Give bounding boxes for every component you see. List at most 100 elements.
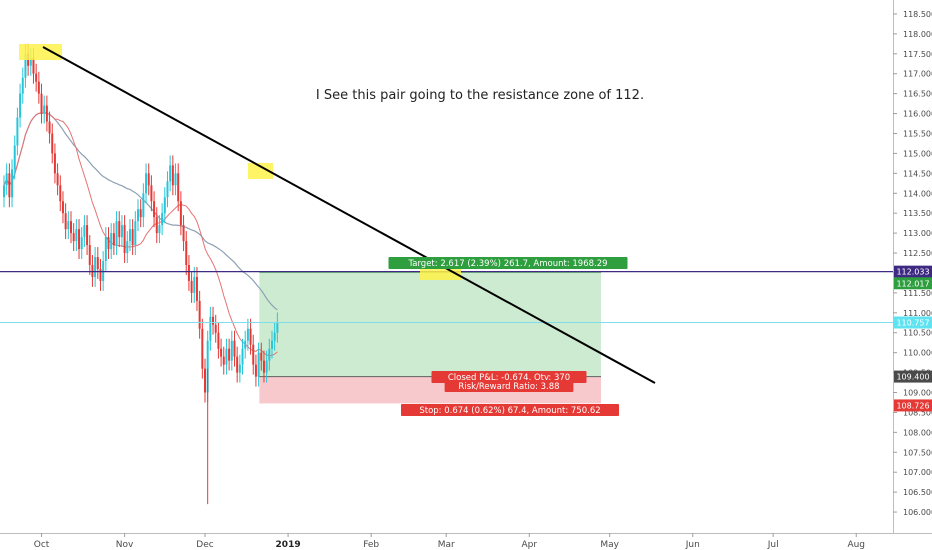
candle-body xyxy=(252,344,255,365)
y-tick-label: 111.500 xyxy=(903,289,932,298)
candle-body xyxy=(273,332,276,341)
candle-body xyxy=(201,328,204,369)
price-label: 108.726 xyxy=(894,399,932,412)
x-tick-label: May xyxy=(600,540,619,550)
risk-reward-label-text: Risk/Reward Ratio: 3.88 xyxy=(458,382,559,392)
candle-body xyxy=(233,340,236,357)
candle-body xyxy=(179,201,182,226)
candle-body xyxy=(241,348,244,365)
drawings: Target: 2.617 (2.39%) 261.7, Amount: 196… xyxy=(0,44,893,416)
candle-body xyxy=(177,173,180,202)
candle-body xyxy=(182,225,185,242)
candle-body xyxy=(193,276,196,293)
candle-body xyxy=(246,328,249,341)
y-tick-label: 112.500 xyxy=(903,249,932,258)
candle-body xyxy=(204,368,206,393)
target-label-text: Target: 2.617 (2.39%) 261.7, Amount: 196… xyxy=(407,259,607,269)
candle-body xyxy=(230,340,233,361)
candle-body xyxy=(217,332,220,349)
candle-body xyxy=(134,221,137,246)
y-tick-label: 107.000 xyxy=(903,468,932,477)
candle-body xyxy=(45,105,48,122)
candle-body xyxy=(75,229,78,242)
candle-body xyxy=(228,348,231,361)
time-axis: Oct Nov Dec 2019 Feb Mar Apr May Jun Jul Aug xyxy=(0,533,932,550)
candle-body xyxy=(276,322,279,333)
candle-body xyxy=(16,117,19,146)
candle-body xyxy=(115,221,118,246)
candle-body xyxy=(51,133,54,154)
candle-body xyxy=(91,264,94,277)
candle-body xyxy=(99,268,102,281)
y-tick-label: 106.500 xyxy=(903,488,932,497)
candle-body xyxy=(78,229,81,250)
candle-body xyxy=(260,352,263,361)
y-tick-label: 108.500 xyxy=(903,408,932,417)
candle-body xyxy=(123,225,126,254)
price-label-bg xyxy=(894,277,932,290)
candle-body xyxy=(244,340,247,349)
candle-body xyxy=(32,57,35,74)
candle-body xyxy=(61,201,64,214)
highlight-box-top xyxy=(19,44,62,60)
candle-body xyxy=(8,173,11,198)
x-tick-label: Nov xyxy=(116,540,134,550)
y-tick-label: 118.500 xyxy=(903,10,932,19)
candle-body xyxy=(64,213,67,230)
stop-label-text: Stop: 0.674 (0.62%) 67.4, Amount: 750.62 xyxy=(419,406,600,416)
candle-body xyxy=(11,169,14,198)
candle-body xyxy=(153,201,156,218)
y-tick-label: 113.000 xyxy=(903,229,932,238)
y-tick-label: 106.000 xyxy=(903,508,932,517)
candle-body xyxy=(37,81,40,94)
highlight-box-mid xyxy=(248,163,273,179)
candle-body xyxy=(131,229,134,246)
candle-body xyxy=(86,225,89,246)
candle-body xyxy=(190,280,193,293)
candle-body xyxy=(271,340,273,349)
candle-body xyxy=(214,324,217,333)
y-tick-label: 110.000 xyxy=(903,349,932,358)
y-tick-label: 109.000 xyxy=(903,389,932,398)
y-tick-label: 107.500 xyxy=(903,448,932,457)
candle-body xyxy=(118,221,121,238)
candle-body xyxy=(35,73,38,82)
price-label-bg xyxy=(894,399,932,412)
candle-body xyxy=(21,77,24,94)
stop-label-bg xyxy=(401,404,619,416)
candle-body xyxy=(268,348,271,361)
target-zone xyxy=(259,272,601,377)
candle-body xyxy=(142,193,145,218)
candle-body xyxy=(187,264,190,281)
y-tick-label: 114.500 xyxy=(903,169,932,178)
y-tick-label: 116.000 xyxy=(903,110,932,119)
candle-body xyxy=(56,173,59,186)
target-label: Target: 2.617 (2.39%) 261.7, Amount: 196… xyxy=(388,257,628,269)
candle-body xyxy=(102,261,105,281)
closed-pnl-label-text: Closed P&L: -0.674, Qty: 370 xyxy=(448,373,570,383)
y-tick-label: 108.000 xyxy=(903,428,932,437)
price-label: 112.033 xyxy=(894,265,932,278)
y-tick-label: 110.500 xyxy=(903,329,932,338)
candle-body xyxy=(158,225,161,234)
candle-body xyxy=(161,213,164,226)
price-label-bg xyxy=(894,265,932,278)
x-tick-label: Oct xyxy=(34,540,50,550)
candle-body xyxy=(139,209,142,218)
candle-body xyxy=(236,356,239,373)
price-label-text: 112.017 xyxy=(896,279,929,288)
candle-body xyxy=(70,221,72,234)
y-tick-label: 118.000 xyxy=(903,30,932,39)
x-tick-label: Mar xyxy=(438,540,455,550)
candle-body xyxy=(29,57,32,66)
candle-body xyxy=(43,105,46,114)
candle-body xyxy=(59,185,62,202)
annotation-text[interactable]: I See this pair going to the resistance … xyxy=(316,88,644,103)
candle-body xyxy=(40,93,43,114)
candle-body xyxy=(254,364,257,377)
candle-body xyxy=(128,229,131,242)
x-tick-label: Jun xyxy=(685,540,700,550)
candle-body xyxy=(147,173,150,186)
x-tick-label: Dec xyxy=(196,540,213,550)
